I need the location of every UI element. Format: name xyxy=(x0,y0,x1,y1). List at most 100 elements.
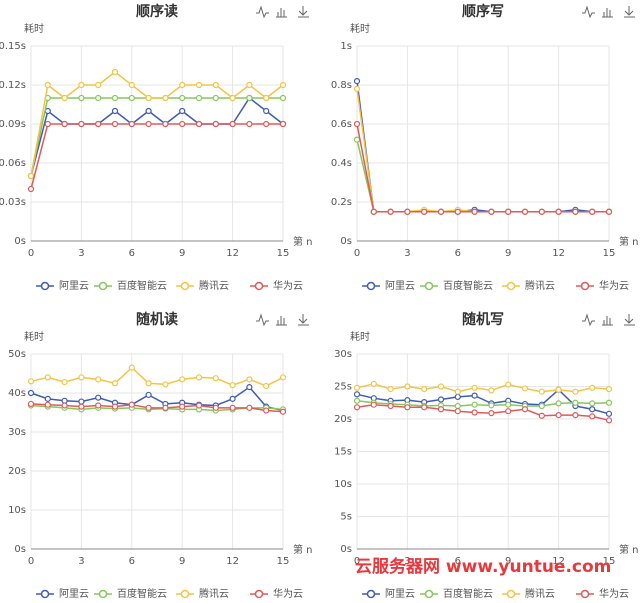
data-point xyxy=(229,94,236,102)
series-line xyxy=(356,81,609,213)
y-axis-label: 耗时 xyxy=(350,23,370,35)
data-point xyxy=(27,172,35,180)
data-point xyxy=(95,376,102,383)
data-point xyxy=(538,388,545,395)
data-point xyxy=(44,395,51,402)
legend-label: 百度智能云 xyxy=(443,279,493,292)
chart-title: 顺序写 xyxy=(462,3,504,20)
chart-title: 随机读 xyxy=(136,311,178,328)
data-point xyxy=(195,81,203,89)
data-point xyxy=(95,81,102,89)
legend-label: 阿里云 xyxy=(385,280,415,292)
data-point xyxy=(505,401,512,408)
y-tick-label: 0.03s xyxy=(0,197,26,208)
data-point xyxy=(179,107,186,115)
x-tick-label: 0 xyxy=(354,248,360,259)
data-point xyxy=(44,81,51,89)
x-tick-label: 3 xyxy=(404,556,410,567)
data-point xyxy=(471,392,478,399)
data-point xyxy=(572,388,579,395)
data-point xyxy=(370,208,377,215)
x-tick-label: 12 xyxy=(226,556,239,567)
legend-label: 华为云 xyxy=(599,587,629,600)
data-point xyxy=(212,404,219,411)
data-point xyxy=(111,107,119,115)
legend-label: 百度智能云 xyxy=(117,587,167,600)
data-point xyxy=(589,208,596,215)
series-line xyxy=(30,96,284,177)
toolbar-icon xyxy=(256,313,269,327)
x-tick-label: 15 xyxy=(603,556,616,567)
x-tick-label: 0 xyxy=(354,556,360,567)
data-point xyxy=(145,404,152,411)
series-line xyxy=(30,404,284,412)
toolbar-icon xyxy=(602,316,613,326)
data-point xyxy=(488,387,495,394)
x-axis-label: 第 n xyxy=(293,543,313,556)
data-point xyxy=(521,385,529,392)
data-point xyxy=(505,208,512,215)
legend-label: 华为云 xyxy=(273,279,303,292)
data-point xyxy=(404,208,411,215)
data-point xyxy=(572,208,579,215)
legend-swatch xyxy=(180,589,190,599)
data-point xyxy=(605,208,613,215)
x-tick-label: 15 xyxy=(277,556,290,567)
data-point xyxy=(437,208,445,215)
data-point xyxy=(263,120,270,128)
data-point xyxy=(353,391,361,398)
y-tick-label: 20s xyxy=(334,414,352,425)
data-point xyxy=(353,77,361,85)
data-point xyxy=(279,408,287,415)
x-tick-label: 12 xyxy=(226,248,239,259)
data-point xyxy=(111,403,119,410)
data-point xyxy=(572,399,579,406)
y-tick-label: 15s xyxy=(334,447,352,458)
data-point xyxy=(111,94,119,102)
x-tick-label: 6 xyxy=(129,556,135,567)
legend-swatch xyxy=(98,589,108,599)
data-point xyxy=(589,406,596,413)
legend-label: 阿里云 xyxy=(59,588,89,600)
legend-label: 腾讯云 xyxy=(199,587,229,600)
legend-swatch xyxy=(424,281,434,291)
data-point xyxy=(521,208,529,215)
data-point xyxy=(353,136,361,143)
data-point xyxy=(95,120,102,128)
data-point xyxy=(505,381,512,388)
data-point xyxy=(229,395,236,402)
data-point xyxy=(404,404,411,411)
data-point xyxy=(437,406,445,413)
data-point xyxy=(145,94,152,102)
y-tick-label: 0s xyxy=(14,544,26,555)
data-point xyxy=(145,120,152,128)
data-point xyxy=(229,120,236,128)
toolbar-icon xyxy=(602,8,613,18)
data-point xyxy=(145,391,152,399)
y-tick-label: 10s xyxy=(8,505,26,516)
data-point xyxy=(589,384,596,391)
chart-title: 顺序读 xyxy=(136,3,178,20)
data-point xyxy=(454,208,461,215)
data-point xyxy=(353,384,361,391)
y-tick-label: 0.8s xyxy=(331,80,352,91)
toolbar-icon xyxy=(582,313,595,327)
legend-label: 腾讯云 xyxy=(199,279,229,292)
y-tick-label: 30s xyxy=(8,427,26,438)
data-point xyxy=(605,399,613,406)
data-point xyxy=(179,120,186,128)
data-point xyxy=(471,208,478,215)
series-line xyxy=(30,97,283,177)
data-point xyxy=(61,94,68,102)
y-tick-label: 50s xyxy=(8,349,26,360)
y-tick-label: 25s xyxy=(334,382,352,393)
data-point xyxy=(471,384,478,391)
data-point xyxy=(488,410,495,417)
data-point xyxy=(246,376,253,383)
data-point xyxy=(162,94,169,102)
data-point xyxy=(44,374,51,381)
data-point xyxy=(589,400,596,407)
